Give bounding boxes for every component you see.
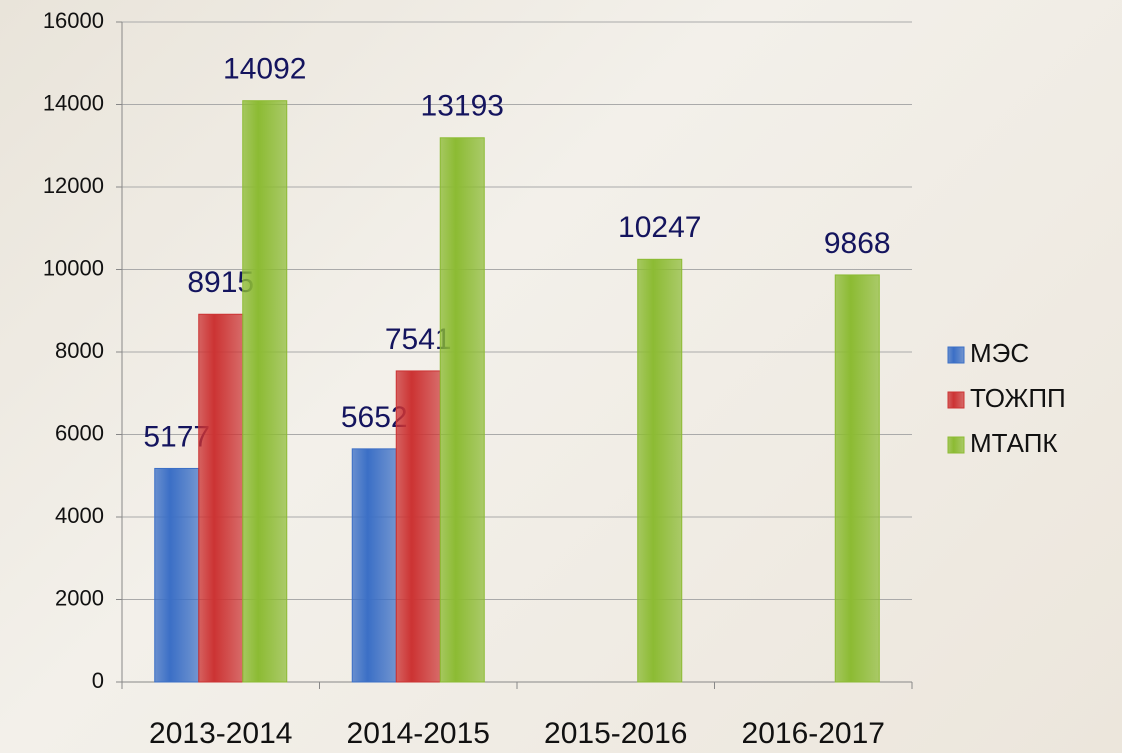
legend-swatch [948, 437, 964, 453]
value-label: 9868 [824, 227, 891, 260]
y-tick-label: 12000 [43, 173, 104, 198]
y-tick-label: 8000 [55, 338, 104, 363]
legend-label: МТАПК [970, 428, 1058, 458]
bar [352, 449, 396, 682]
bar [638, 259, 682, 682]
legend-swatch [948, 347, 964, 363]
bar [243, 101, 287, 682]
y-tick-label: 16000 [43, 8, 104, 33]
legend-label: ТОЖПП [970, 383, 1066, 413]
legend-swatch [948, 392, 964, 408]
y-tick-label: 0 [92, 668, 104, 693]
bar [440, 138, 484, 682]
bar [396, 371, 440, 682]
y-tick-label: 6000 [55, 420, 104, 445]
y-tick-label: 4000 [55, 503, 104, 528]
y-tick-label: 2000 [55, 585, 104, 610]
legend-label: МЭС [970, 338, 1029, 368]
bar [155, 468, 199, 682]
bar [835, 275, 879, 682]
chart: 0 2000 4000 6000 8000 10000 12000 14000 16000 201… [0, 0, 1122, 753]
x-tick-label: 2014-2015 [347, 717, 490, 750]
value-label: 13193 [421, 90, 504, 123]
x-tick-label: 2013-2014 [149, 717, 292, 750]
value-label: 14092 [223, 53, 306, 86]
y-tick-label: 14000 [43, 90, 104, 115]
bar [199, 314, 243, 682]
value-label: 10247 [618, 211, 701, 244]
x-tick-label: 2015-2016 [544, 717, 687, 750]
x-tick-label: 2016-2017 [742, 717, 885, 750]
y-tick-label: 10000 [43, 255, 104, 280]
